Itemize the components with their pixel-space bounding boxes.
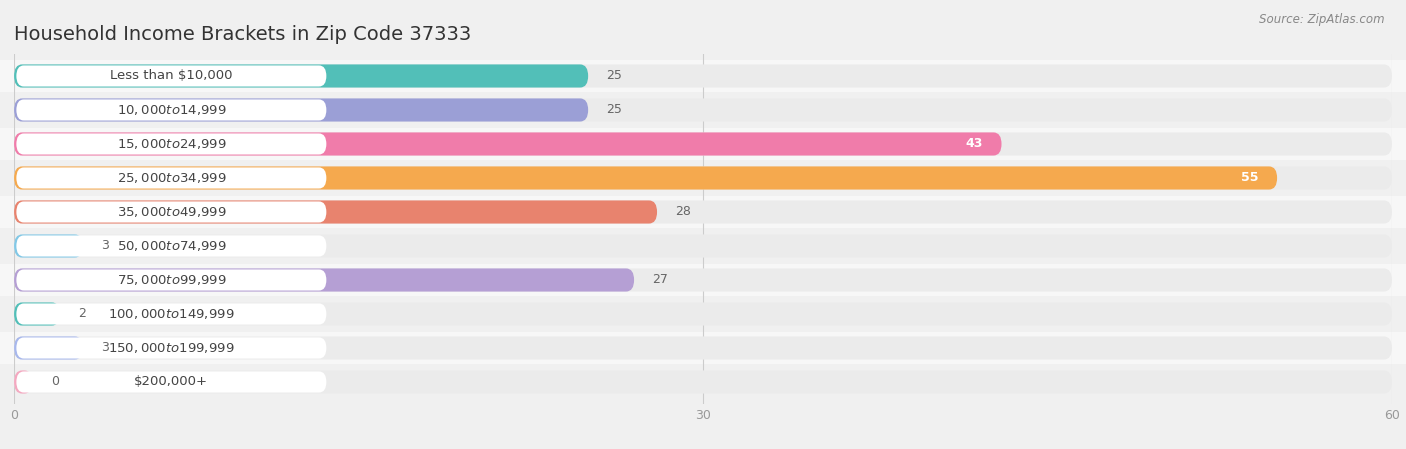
Text: Household Income Brackets in Zip Code 37333: Household Income Brackets in Zip Code 37… xyxy=(14,25,471,44)
FancyBboxPatch shape xyxy=(14,234,1392,258)
Text: 3: 3 xyxy=(101,239,110,252)
Text: 28: 28 xyxy=(675,206,692,219)
FancyBboxPatch shape xyxy=(0,196,1406,228)
FancyBboxPatch shape xyxy=(0,366,1406,398)
FancyBboxPatch shape xyxy=(14,370,32,394)
FancyBboxPatch shape xyxy=(17,99,326,120)
Text: $100,000 to $149,999: $100,000 to $149,999 xyxy=(108,307,235,321)
FancyBboxPatch shape xyxy=(14,303,1392,326)
FancyBboxPatch shape xyxy=(14,200,657,224)
FancyBboxPatch shape xyxy=(14,234,83,258)
FancyBboxPatch shape xyxy=(14,98,588,122)
FancyBboxPatch shape xyxy=(14,303,60,326)
FancyBboxPatch shape xyxy=(14,64,588,88)
Text: 2: 2 xyxy=(79,308,86,321)
Text: 55: 55 xyxy=(1241,172,1258,185)
FancyBboxPatch shape xyxy=(0,298,1406,330)
FancyBboxPatch shape xyxy=(17,66,326,87)
Text: 0: 0 xyxy=(51,375,59,388)
FancyBboxPatch shape xyxy=(0,128,1406,160)
Text: $35,000 to $49,999: $35,000 to $49,999 xyxy=(117,205,226,219)
FancyBboxPatch shape xyxy=(17,167,326,189)
FancyBboxPatch shape xyxy=(17,235,326,256)
FancyBboxPatch shape xyxy=(0,332,1406,364)
Text: Less than $10,000: Less than $10,000 xyxy=(110,70,232,83)
Text: $25,000 to $34,999: $25,000 to $34,999 xyxy=(117,171,226,185)
Text: Source: ZipAtlas.com: Source: ZipAtlas.com xyxy=(1260,13,1385,26)
FancyBboxPatch shape xyxy=(0,60,1406,92)
Text: $75,000 to $99,999: $75,000 to $99,999 xyxy=(117,273,226,287)
FancyBboxPatch shape xyxy=(14,370,1392,394)
FancyBboxPatch shape xyxy=(14,167,1392,189)
Text: 43: 43 xyxy=(966,137,983,150)
FancyBboxPatch shape xyxy=(14,269,1392,291)
Text: $15,000 to $24,999: $15,000 to $24,999 xyxy=(117,137,226,151)
FancyBboxPatch shape xyxy=(17,269,326,291)
Text: $10,000 to $14,999: $10,000 to $14,999 xyxy=(117,103,226,117)
Text: $50,000 to $74,999: $50,000 to $74,999 xyxy=(117,239,226,253)
Text: $150,000 to $199,999: $150,000 to $199,999 xyxy=(108,341,235,355)
FancyBboxPatch shape xyxy=(0,163,1406,194)
FancyBboxPatch shape xyxy=(14,336,1392,360)
FancyBboxPatch shape xyxy=(14,269,634,291)
FancyBboxPatch shape xyxy=(14,336,83,360)
Text: 25: 25 xyxy=(606,70,623,83)
Text: 3: 3 xyxy=(101,342,110,355)
FancyBboxPatch shape xyxy=(0,264,1406,295)
FancyBboxPatch shape xyxy=(17,202,326,223)
FancyBboxPatch shape xyxy=(17,338,326,359)
Text: 25: 25 xyxy=(606,103,623,116)
FancyBboxPatch shape xyxy=(14,132,1392,155)
FancyBboxPatch shape xyxy=(14,98,1392,122)
FancyBboxPatch shape xyxy=(14,167,1277,189)
FancyBboxPatch shape xyxy=(14,200,1392,224)
Text: $200,000+: $200,000+ xyxy=(135,375,208,388)
FancyBboxPatch shape xyxy=(17,304,326,325)
Text: 27: 27 xyxy=(652,273,668,286)
FancyBboxPatch shape xyxy=(17,371,326,392)
FancyBboxPatch shape xyxy=(17,133,326,154)
FancyBboxPatch shape xyxy=(14,132,1001,155)
FancyBboxPatch shape xyxy=(14,64,1392,88)
FancyBboxPatch shape xyxy=(0,230,1406,262)
FancyBboxPatch shape xyxy=(0,94,1406,126)
